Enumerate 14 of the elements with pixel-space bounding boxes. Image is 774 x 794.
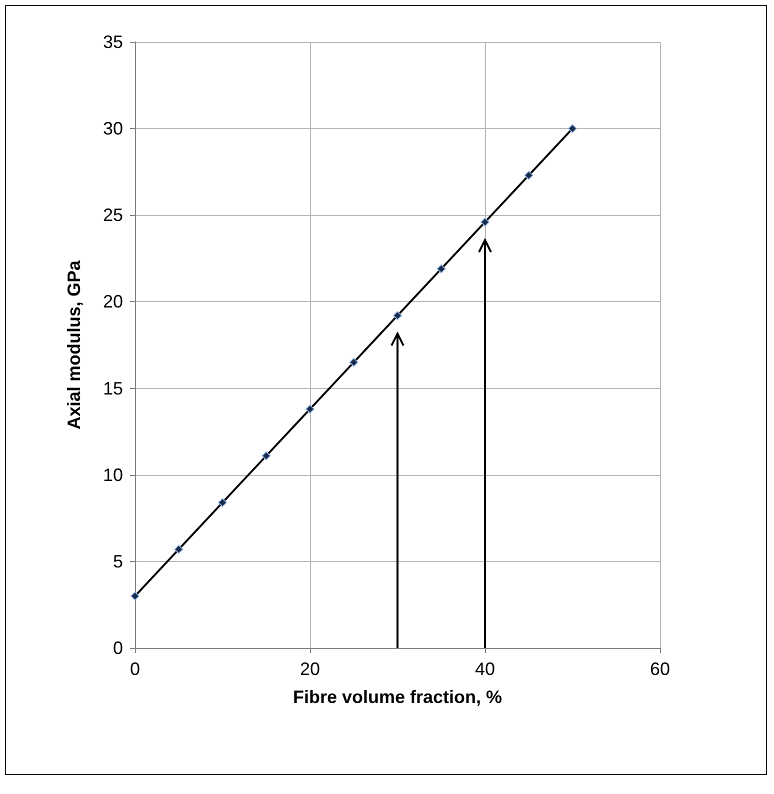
- y-tick-label: 15: [102, 378, 123, 398]
- x-tick-label: 40: [474, 659, 496, 679]
- y-axis-title: Axial modulus, GPa: [64, 259, 84, 430]
- y-tick-label: 35: [102, 32, 123, 52]
- x-tick-label: 60: [650, 659, 670, 679]
- x-tick-label: 20: [300, 659, 320, 679]
- x-axis-title: Fibre volume fraction, %: [292, 687, 502, 707]
- x-tick-label: 0: [130, 659, 140, 679]
- y-tick-label: 10: [102, 464, 123, 485]
- y-tick-label: 25: [102, 205, 123, 226]
- y-tick-label: 5: [112, 551, 123, 572]
- y-tick-label: 0: [112, 638, 123, 658]
- y-tick-label: 20: [102, 292, 123, 312]
- y-tick-label: 30: [102, 118, 123, 139]
